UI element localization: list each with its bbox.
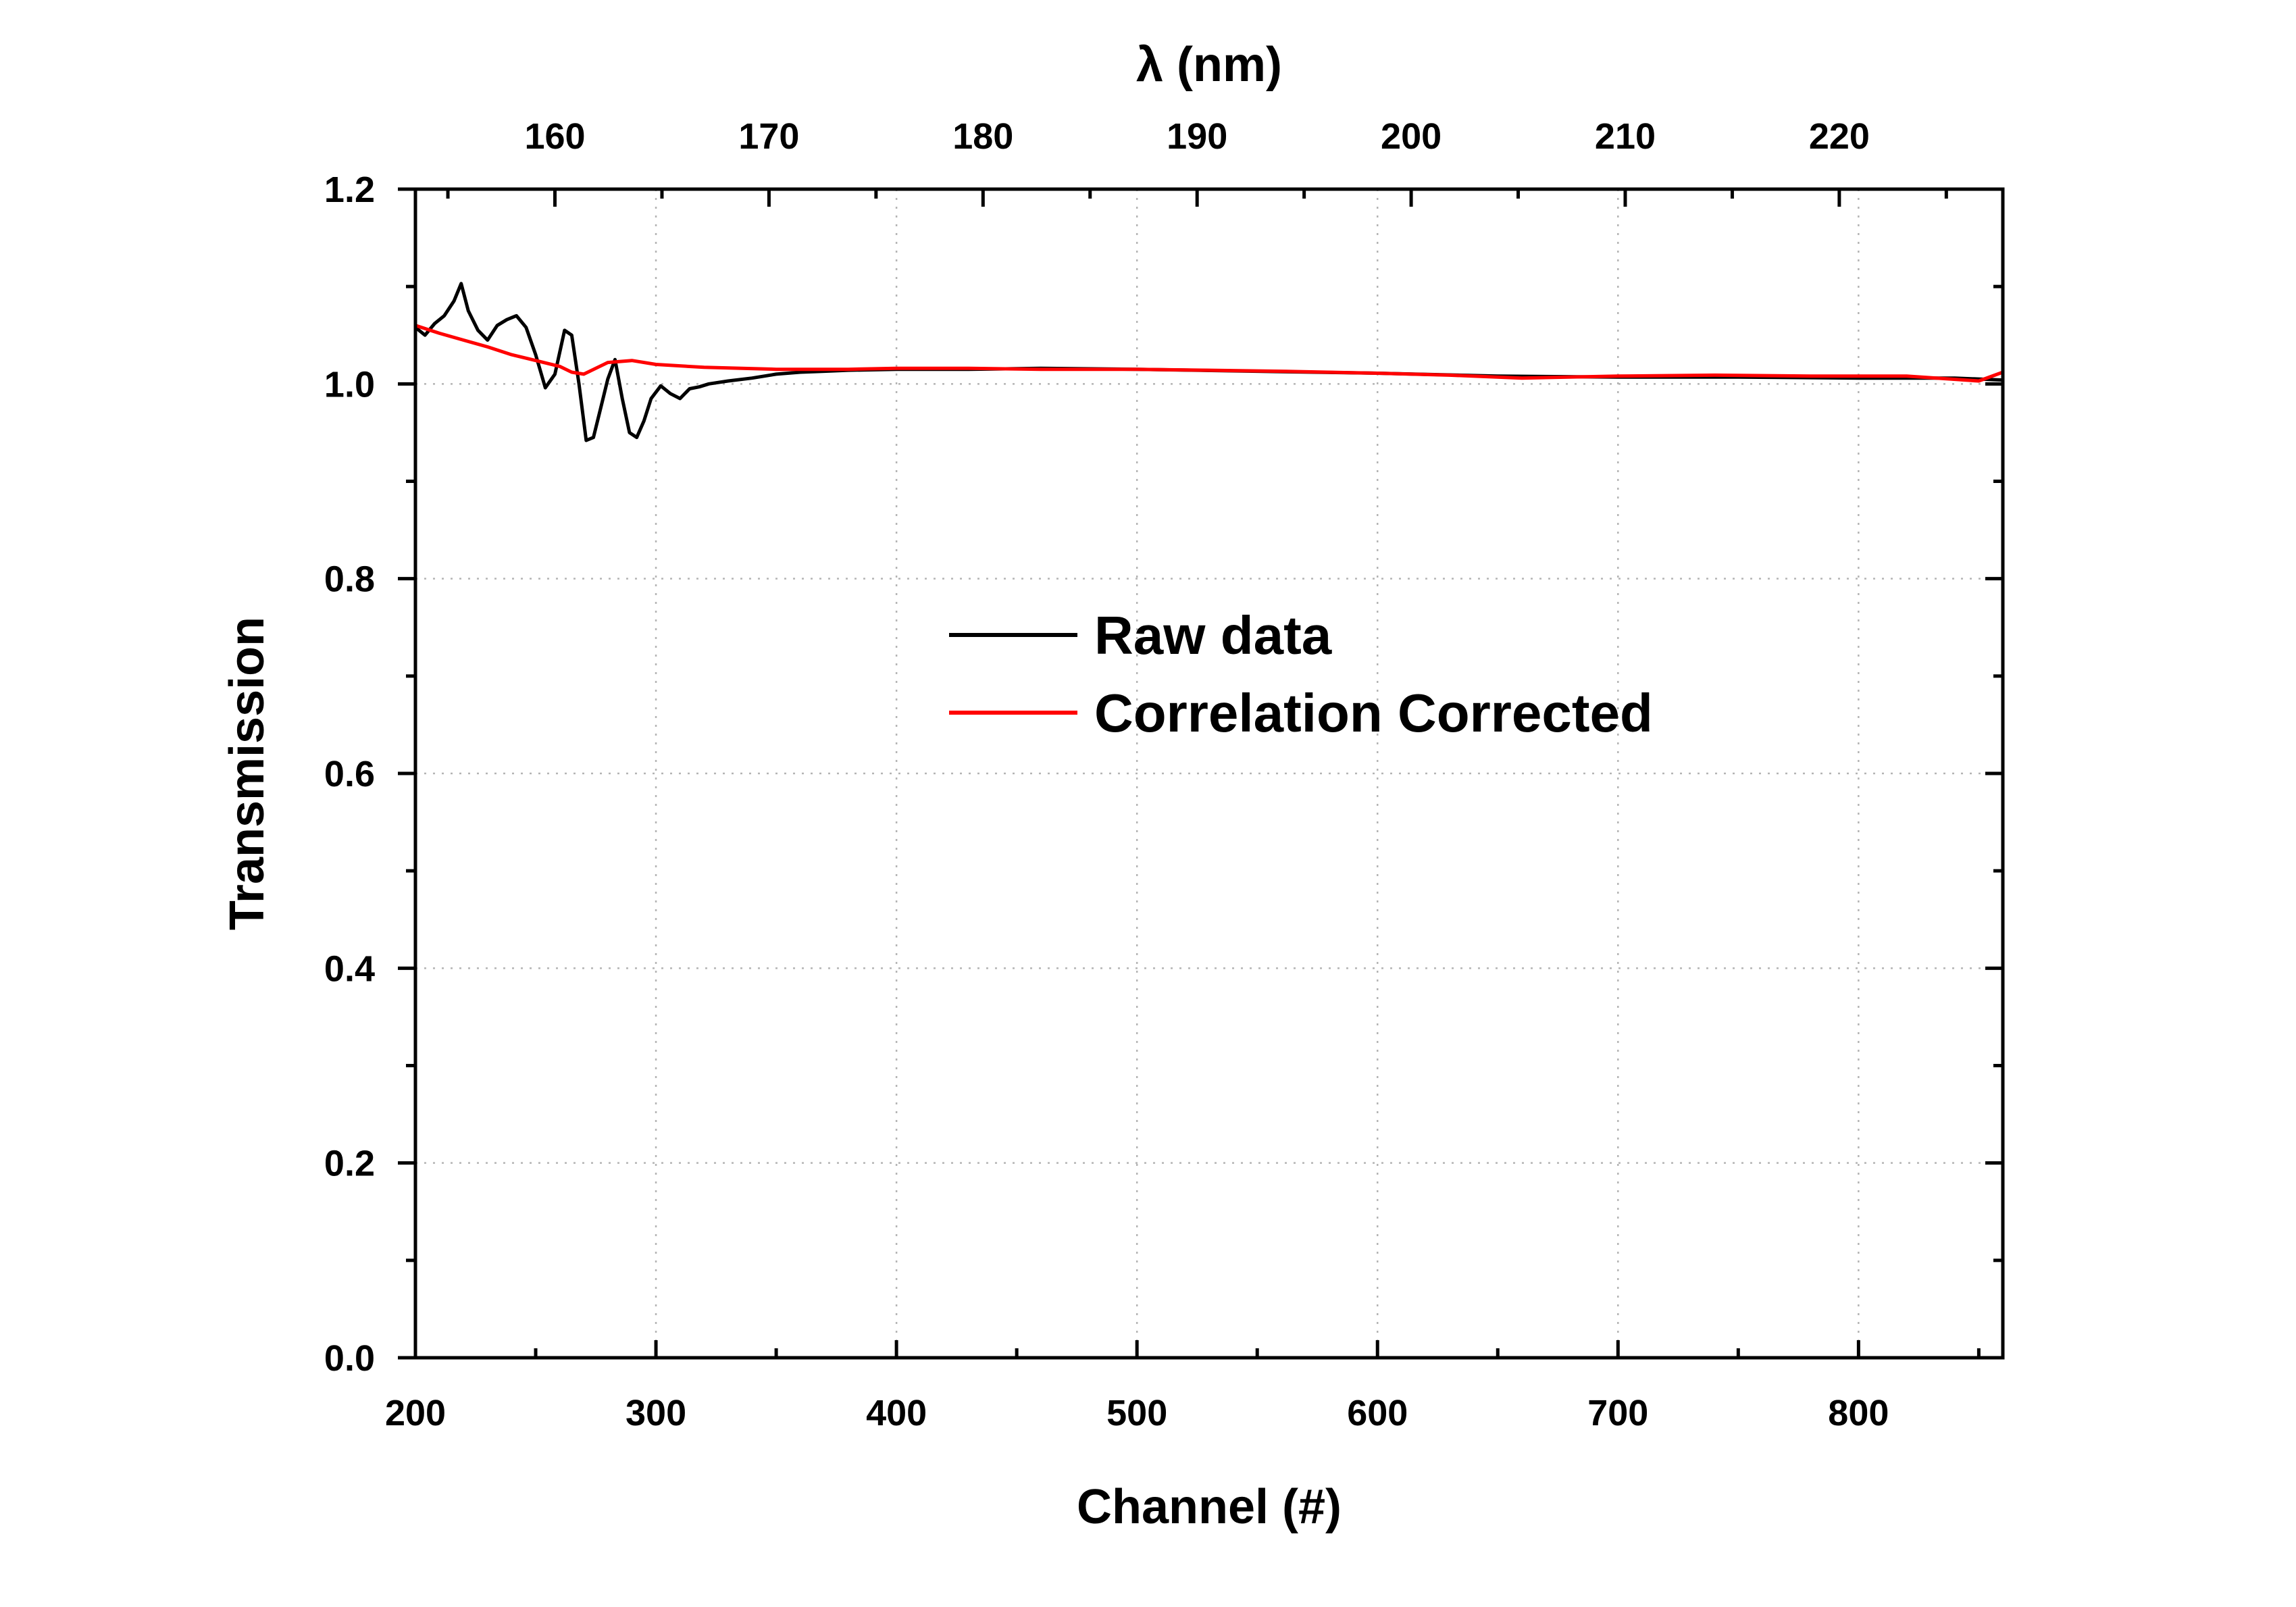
top-tick-label: 220 [1809,116,1870,157]
top-axis-title: λ (nm) [1136,38,1282,92]
tick-labels: 200 300 400 500 600 700 800 160 170 180 190 200 210 2… [324,116,1889,1433]
grid-lines [415,189,2003,1358]
x-tick-label: 600 [1347,1393,1408,1433]
top-tick-label: 160 [524,116,585,157]
top-tick-label: 200 [1381,116,1442,157]
axis-ticks [398,187,2003,1360]
y-tick-label: 1.0 [324,364,375,405]
top-tick-label: 170 [738,116,799,157]
x-tick-label: 800 [1828,1393,1889,1433]
x-tick-label: 400 [866,1393,927,1433]
x-tick-label: 200 [385,1393,446,1433]
x-tick-label: 500 [1106,1393,1167,1433]
y-tick-label: 0.0 [324,1338,375,1379]
y-tick-label: 0.8 [324,559,375,600]
x-tick-label: 700 [1587,1393,1648,1433]
top-tick-label: 190 [1167,116,1227,157]
series-line-correlation-corrected [415,324,2004,383]
legend-label-raw-data: Raw data [1094,605,1332,665]
top-tick-label: 180 [952,116,1013,157]
y-tick-label: 0.4 [324,948,375,989]
y-tick-label: 0.2 [324,1144,375,1184]
y-tick-label: 0.6 [324,754,375,794]
x-tick-label: 300 [626,1393,686,1433]
series-line-raw-data [414,282,2004,442]
top-tick-label: 210 [1595,116,1656,157]
plot-series [414,282,2004,442]
y-axis-title: Transmission [220,617,274,930]
legend-label-correlation-corrected: Correlation Corrected [1094,683,1653,743]
y-tick-label: 1.2 [324,170,375,210]
legend: Raw data Correlation Corrected [949,605,1653,743]
x-axis-title: Channel (#) [1077,1480,1342,1534]
